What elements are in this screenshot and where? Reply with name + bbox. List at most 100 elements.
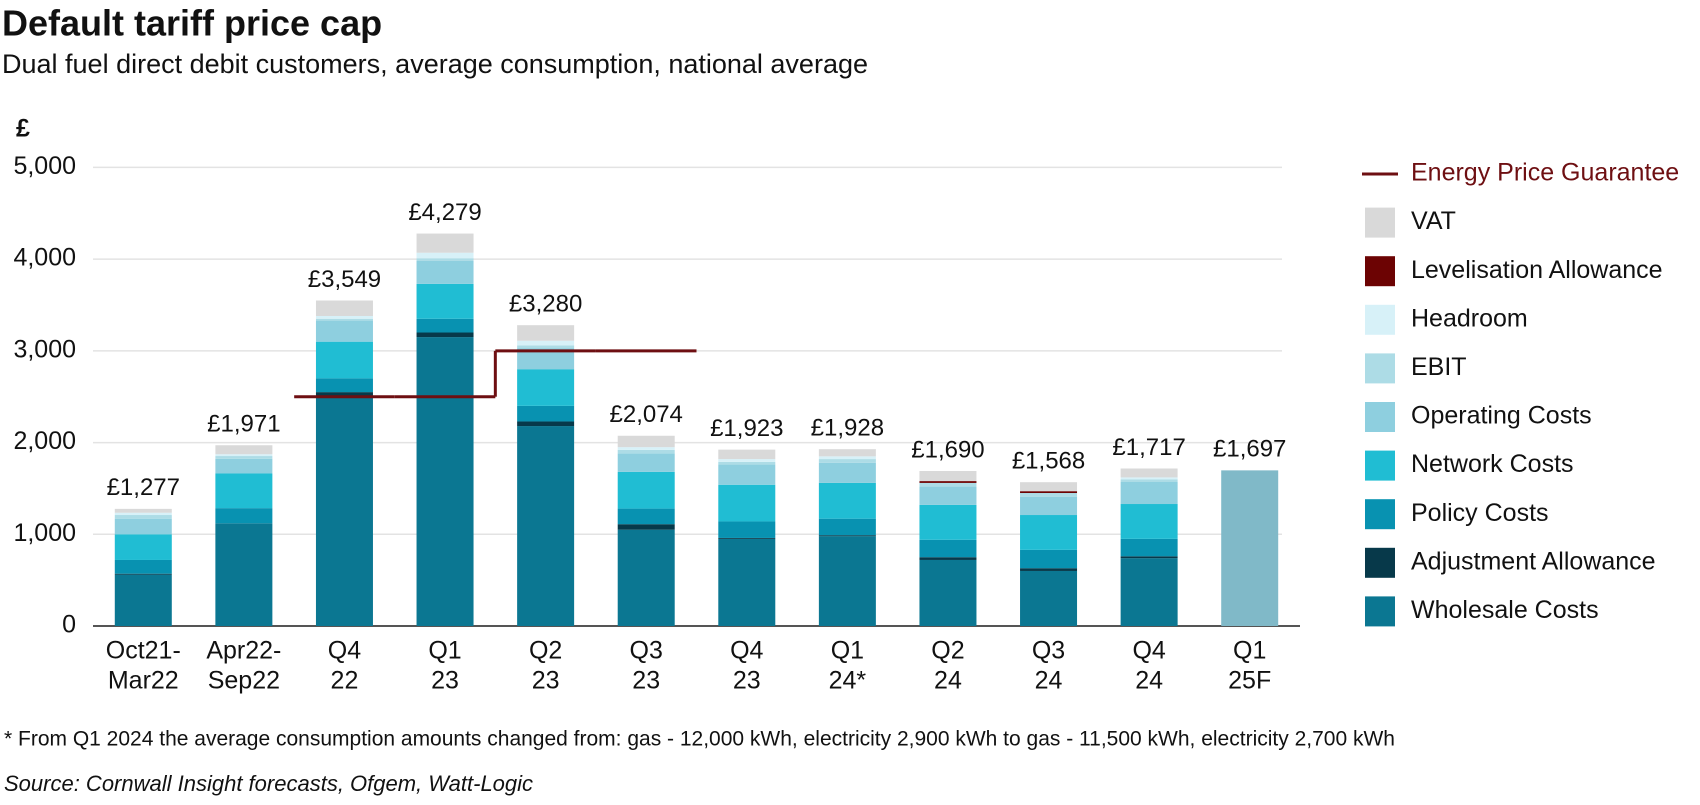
x-tick-label: Q4 — [328, 637, 361, 665]
bar-segment — [416, 337, 474, 626]
total-label: £1,717 — [1112, 434, 1185, 461]
x-tick-label: Mar22 — [108, 667, 179, 695]
y-tick-label: 5,000 — [13, 152, 76, 180]
bar-segment — [818, 462, 876, 483]
legend-label: Adjustment Allowance — [1411, 547, 1656, 575]
legend-swatch — [1365, 547, 1395, 578]
bar-segment — [1120, 468, 1178, 478]
x-tick-label: 23 — [431, 667, 459, 695]
bar-segment — [1120, 558, 1178, 626]
bar-segment — [215, 473, 273, 509]
bar-segment — [215, 454, 273, 457]
legend-swatch — [1365, 256, 1395, 287]
source: Source: Cornwall Insight forecasts, Ofge… — [4, 771, 533, 796]
bar-segment — [818, 459, 876, 463]
bar-segment — [315, 378, 373, 393]
bar-segment — [1020, 482, 1078, 492]
bar-segment — [919, 559, 977, 626]
x-tick-label: Apr22- — [206, 637, 281, 665]
bar-segment — [416, 258, 474, 261]
bar-segment — [416, 332, 474, 338]
y-axis-label: £ — [16, 115, 30, 143]
bar-segment — [1020, 491, 1078, 494]
bar-segment — [617, 508, 675, 525]
x-tick-label: Q3 — [630, 637, 663, 665]
bar-segment — [1120, 477, 1178, 480]
bar-segment — [1120, 538, 1178, 557]
bar-segment — [215, 456, 273, 459]
bar-segment — [114, 508, 172, 513]
total-label: £1,568 — [1012, 448, 1085, 475]
total-label: £2,074 — [610, 401, 683, 428]
chart-subtitle: Dual fuel direct debit customers, averag… — [2, 49, 868, 79]
bar-segment — [517, 369, 575, 406]
bar-segment — [818, 518, 876, 536]
total-label: £1,697 — [1213, 436, 1286, 463]
legend-label: VAT — [1411, 207, 1456, 235]
bar-segment — [1020, 493, 1078, 497]
x-tick-label: 23 — [632, 667, 660, 695]
legend-label: Levelisation Allowance — [1411, 256, 1663, 284]
y-tick-label: 2,000 — [13, 427, 76, 455]
bar-segment — [114, 534, 172, 560]
bar-segment — [416, 252, 474, 259]
legend-swatch — [1365, 207, 1395, 238]
bar-segment — [718, 521, 776, 538]
bar-segment — [517, 421, 575, 427]
x-tick-label: Q4 — [730, 637, 763, 665]
bar-segment — [919, 482, 977, 487]
legend-label: Policy Costs — [1411, 499, 1549, 527]
total-label: £3,549 — [308, 266, 381, 293]
legend-swatch — [1365, 402, 1395, 432]
bar-segment — [416, 260, 474, 284]
x-tick-label: 23 — [733, 667, 761, 695]
bar-segment — [315, 320, 373, 342]
legend-swatch — [1365, 353, 1395, 384]
x-tick-label: 24 — [1135, 667, 1163, 695]
bar-segment — [1120, 482, 1178, 505]
legend-swatch — [1365, 499, 1395, 530]
bar-segment — [617, 435, 675, 448]
bar-segment — [1120, 504, 1178, 539]
bar-segment — [919, 539, 977, 558]
x-tick-label: Q3 — [1032, 637, 1065, 665]
bar-segment — [617, 471, 675, 509]
bar-segment — [315, 300, 373, 316]
bar-segment — [617, 524, 675, 530]
legend-swatch — [1365, 304, 1395, 335]
x-tick-label: Sep22 — [208, 667, 280, 695]
y-tick-label: 3,000 — [13, 335, 76, 363]
total-label: £1,277 — [107, 474, 180, 501]
bar-segment — [517, 340, 575, 346]
bar-segment — [1020, 549, 1078, 569]
bar-segment — [919, 481, 977, 483]
bar-segment — [114, 512, 172, 516]
bar-segment — [1020, 570, 1078, 626]
bar-segment — [818, 482, 876, 519]
y-tick-label: 0 — [62, 611, 76, 639]
x-tick-label: Q4 — [1132, 637, 1165, 665]
chart-title: Default tariff price cap — [2, 3, 382, 44]
total-label: £1,923 — [710, 415, 783, 442]
bar-segment — [718, 537, 776, 539]
bar-segment — [215, 445, 273, 455]
bar-segment — [1120, 556, 1178, 559]
bar-segment — [114, 573, 172, 575]
bar-segment — [114, 518, 172, 535]
x-tick-label: Q1 — [831, 637, 864, 665]
bar-segment — [315, 316, 373, 319]
bar-segment — [818, 535, 876, 537]
bar-segment — [416, 283, 474, 319]
legend-label: Wholesale Costs — [1411, 596, 1599, 624]
bar-segment — [718, 464, 776, 485]
bar-segment — [1020, 496, 1078, 516]
x-tick-label: Q1 — [1233, 637, 1266, 665]
y-tick-label: 4,000 — [13, 244, 76, 272]
bar-segment — [517, 405, 575, 422]
total-label: £1,971 — [207, 411, 280, 438]
x-tick-label: 24 — [934, 667, 962, 695]
bar-segment — [114, 574, 172, 626]
bar-segment — [215, 508, 273, 524]
x-tick-label: 24 — [1035, 667, 1063, 695]
bar-segment — [919, 486, 977, 505]
